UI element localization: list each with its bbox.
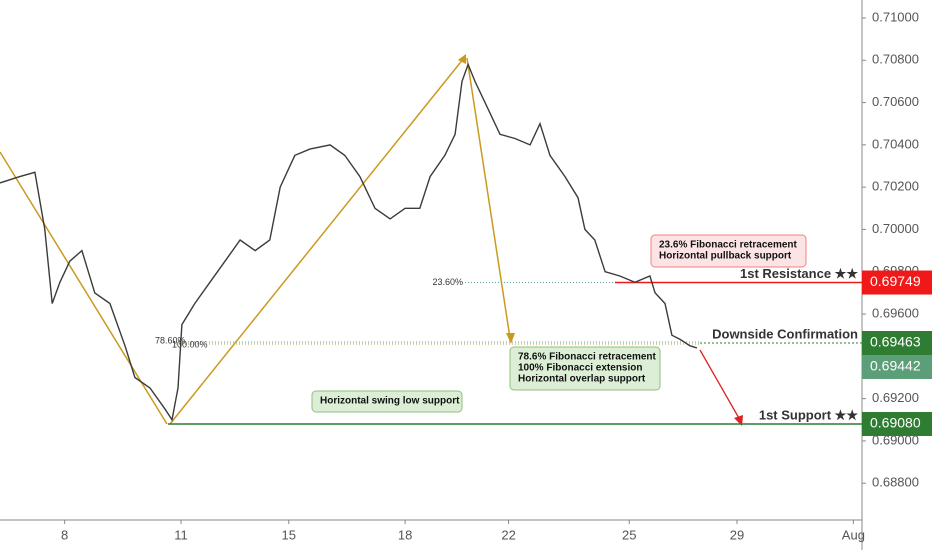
price-tag: [862, 270, 932, 295]
x-tick-label: 11: [174, 527, 188, 542]
y-tick-label: 0.71000: [872, 9, 919, 24]
annotation-text: Horizontal swing low support: [320, 396, 460, 407]
x-tick-label: 25: [622, 527, 636, 542]
annotation-text: Horizontal overlap support: [518, 374, 646, 385]
x-tick-label: Aug: [842, 527, 865, 542]
current-price-label: 0.69442: [870, 358, 921, 374]
x-tick-label: 8: [61, 527, 68, 542]
x-tick-label: 29: [730, 527, 744, 542]
fib-label: 23.60%: [432, 277, 463, 287]
level-label: Downside Confirmation: [712, 326, 858, 341]
annotation-text: 23.6% Fibonacci retracement: [659, 240, 798, 251]
annotation-box: [311, 390, 463, 413]
y-tick-label: 0.69200: [872, 390, 919, 405]
x-tick-label: 18: [398, 527, 412, 542]
price-tag-label: 0.69463: [870, 334, 921, 350]
y-tick-label: 0.70200: [872, 179, 919, 194]
trend-arrows: [0, 54, 515, 425]
y-tick-label: 0.70000: [872, 221, 919, 236]
annotation-box: [509, 346, 661, 391]
y-tick-label: 0.68800: [872, 475, 919, 490]
y-tick-label: 0.70800: [872, 52, 919, 67]
annotation-text: 100% Fibonacci extension: [518, 363, 643, 374]
y-tick-label: 0.69600: [872, 305, 919, 320]
fib-label: 78.60%: [155, 335, 186, 345]
price-line: [0, 62, 698, 422]
annotation-text: Horizontal pullback support: [659, 251, 792, 262]
y-tick-label: 0.70600: [872, 94, 919, 109]
price-tag: [862, 331, 932, 356]
fib-label: 100.00%: [172, 339, 208, 349]
x-tick-label: 15: [282, 527, 296, 542]
current-price-tag: [862, 355, 932, 380]
y-tick-label: 0.69000: [872, 432, 919, 447]
x-tick-label: 22: [501, 527, 515, 542]
y-tick-label: 0.70400: [872, 136, 919, 151]
price-tag-label: 0.69749: [870, 273, 921, 289]
level-label: 1st Resistance ★★: [740, 266, 858, 281]
price-tag: [862, 411, 932, 436]
annotation-text: 78.6% Fibonacci retracement: [518, 352, 657, 363]
annotation-box: [650, 234, 807, 268]
price-tag-label: 0.69080: [870, 415, 921, 431]
level-label: 1st Support ★★: [759, 407, 858, 422]
